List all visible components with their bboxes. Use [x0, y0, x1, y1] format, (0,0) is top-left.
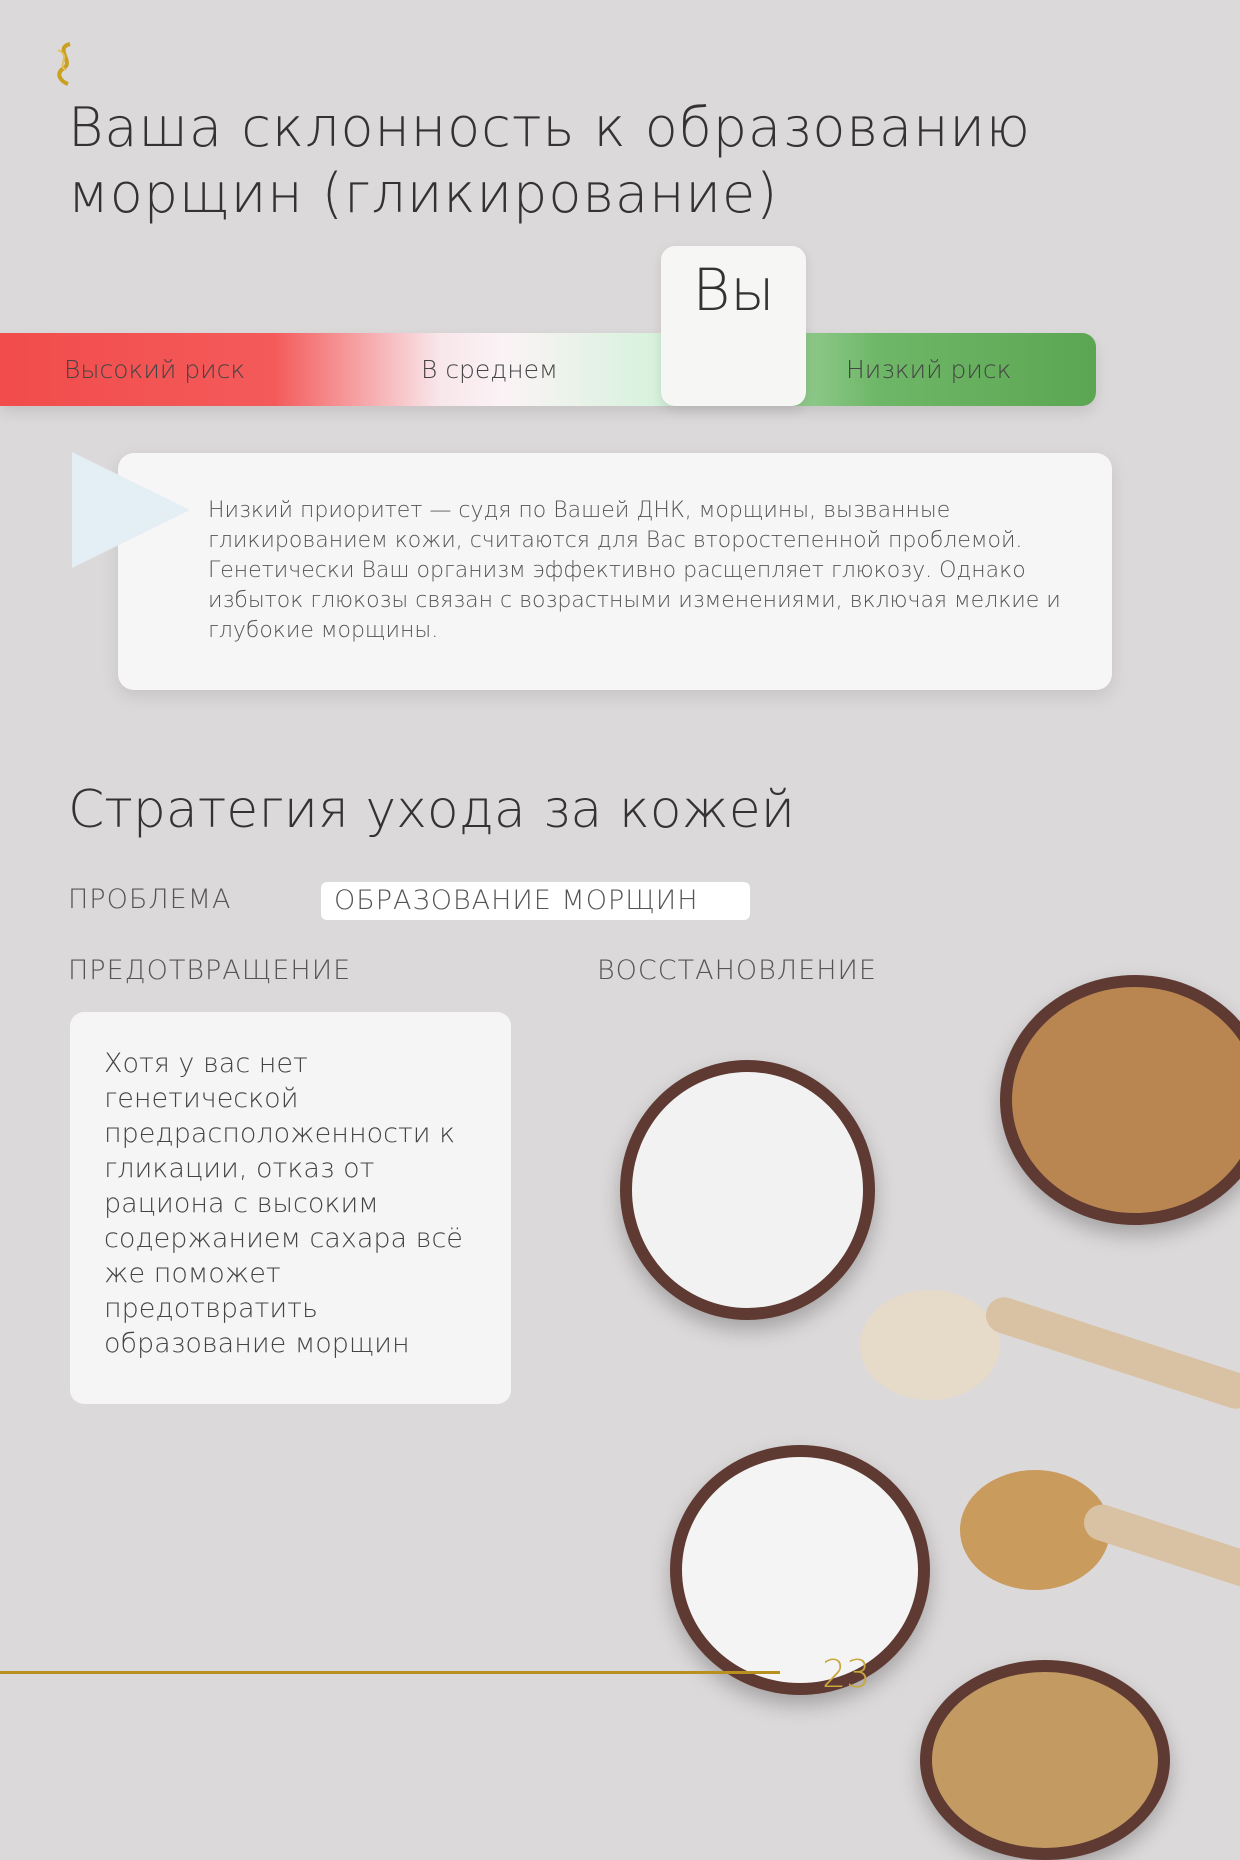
strategy-title: Стратегия ухода за кожей — [68, 780, 795, 840]
dna-logo-icon — [57, 42, 71, 86]
sugar-bowls-photo — [560, 950, 1240, 1860]
problem-label: ПРОБЛЕМА — [68, 884, 232, 915]
description-text: Низкий приоритет — судя по Вашей ДНК, мо… — [208, 498, 1061, 643]
prevention-label: ПРЕДОТВРАЩЕНИЕ — [68, 955, 352, 986]
risk-low-label: Низкий риск — [846, 355, 1012, 384]
page-number: 23 — [822, 1652, 871, 1696]
problem-value: ОБРАЗОВАНИЕ МОРЩИН — [321, 882, 750, 920]
footer-line — [0, 1671, 780, 1674]
you-marker: Вы — [661, 246, 806, 406]
description-card — [118, 453, 1112, 690]
white-sugar-bowl — [670, 1445, 930, 1695]
risk-high-label: Высокий риск — [64, 355, 246, 384]
brown-sugar-bowl — [920, 1660, 1170, 1860]
spoon-handle — [981, 1292, 1240, 1414]
brown-sugar-bowl — [1000, 975, 1240, 1225]
spoon — [860, 1290, 1000, 1400]
pointer-triangle-icon — [72, 452, 190, 568]
risk-scale-bar: Высокий риск В среднем Низкий риск — [0, 333, 1096, 406]
page-title: Ваша склонность к образованию морщин (гл… — [68, 96, 1031, 225]
prevention-card: Хотя у вас нет генетической предрасполож… — [70, 1012, 511, 1404]
risk-average-label: В среднем — [421, 355, 558, 384]
white-sugar-bowl — [620, 1060, 875, 1320]
recovery-label: ВОССТАНОВЛЕНИЕ — [597, 955, 877, 986]
